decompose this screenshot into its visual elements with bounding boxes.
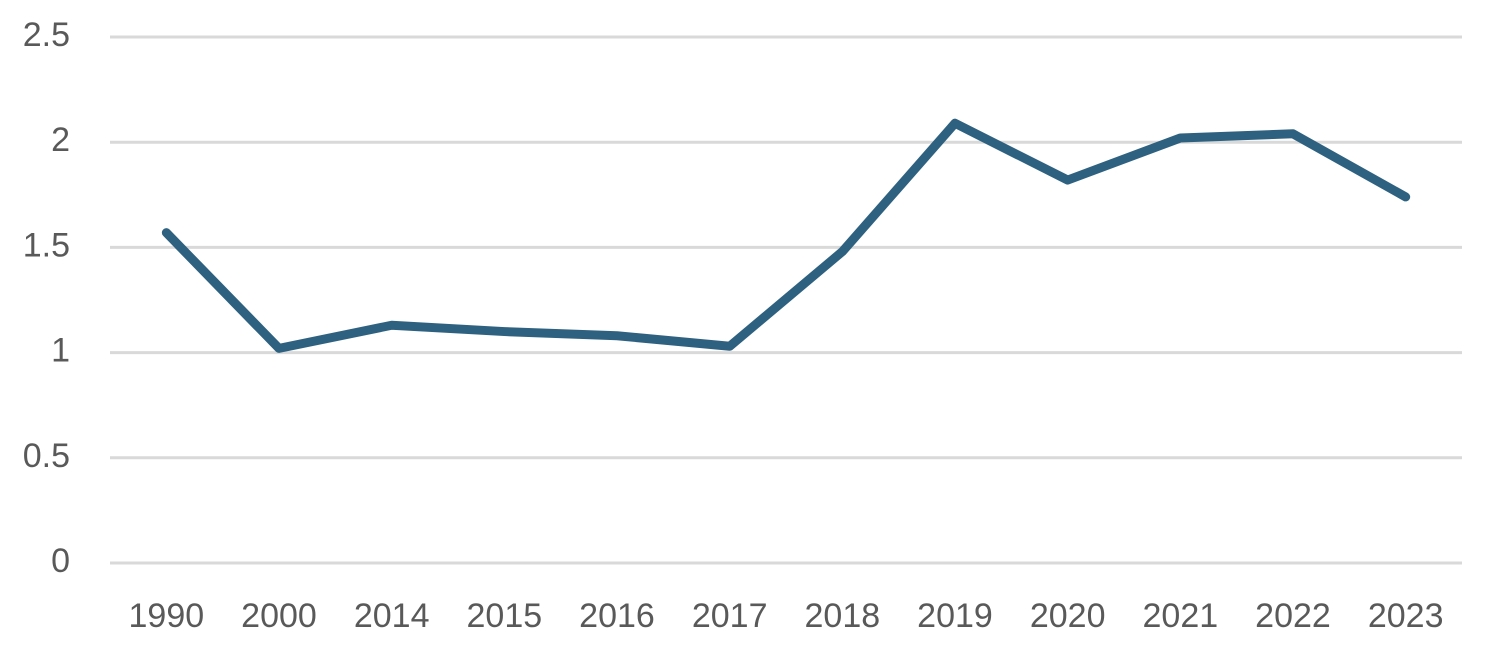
- y-tick-label: 2.5: [23, 16, 70, 54]
- x-tick-label: 2019: [917, 597, 993, 635]
- y-tick-label: 0: [51, 542, 70, 580]
- y-tick-label: 1.5: [23, 226, 70, 264]
- x-tick-label: 2020: [1030, 597, 1106, 635]
- y-tick-label: 0.5: [23, 437, 70, 475]
- x-tick-label: 2018: [805, 597, 881, 635]
- x-tick-label: 2022: [1255, 597, 1331, 635]
- x-tick-label: 2015: [467, 597, 543, 635]
- y-tick-label: 1: [51, 332, 70, 370]
- y-tick-label: 2: [51, 121, 70, 159]
- x-tick-label: 2014: [354, 597, 430, 635]
- x-tick-label: 2021: [1143, 597, 1219, 635]
- data-line: [161, 118, 1411, 353]
- x-tick-label: 2016: [579, 597, 655, 635]
- x-tick-label: 2023: [1368, 597, 1444, 635]
- x-tick-label: 2017: [692, 597, 768, 635]
- x-tick-label: 2000: [241, 597, 317, 635]
- x-tick-label: 1990: [129, 597, 205, 635]
